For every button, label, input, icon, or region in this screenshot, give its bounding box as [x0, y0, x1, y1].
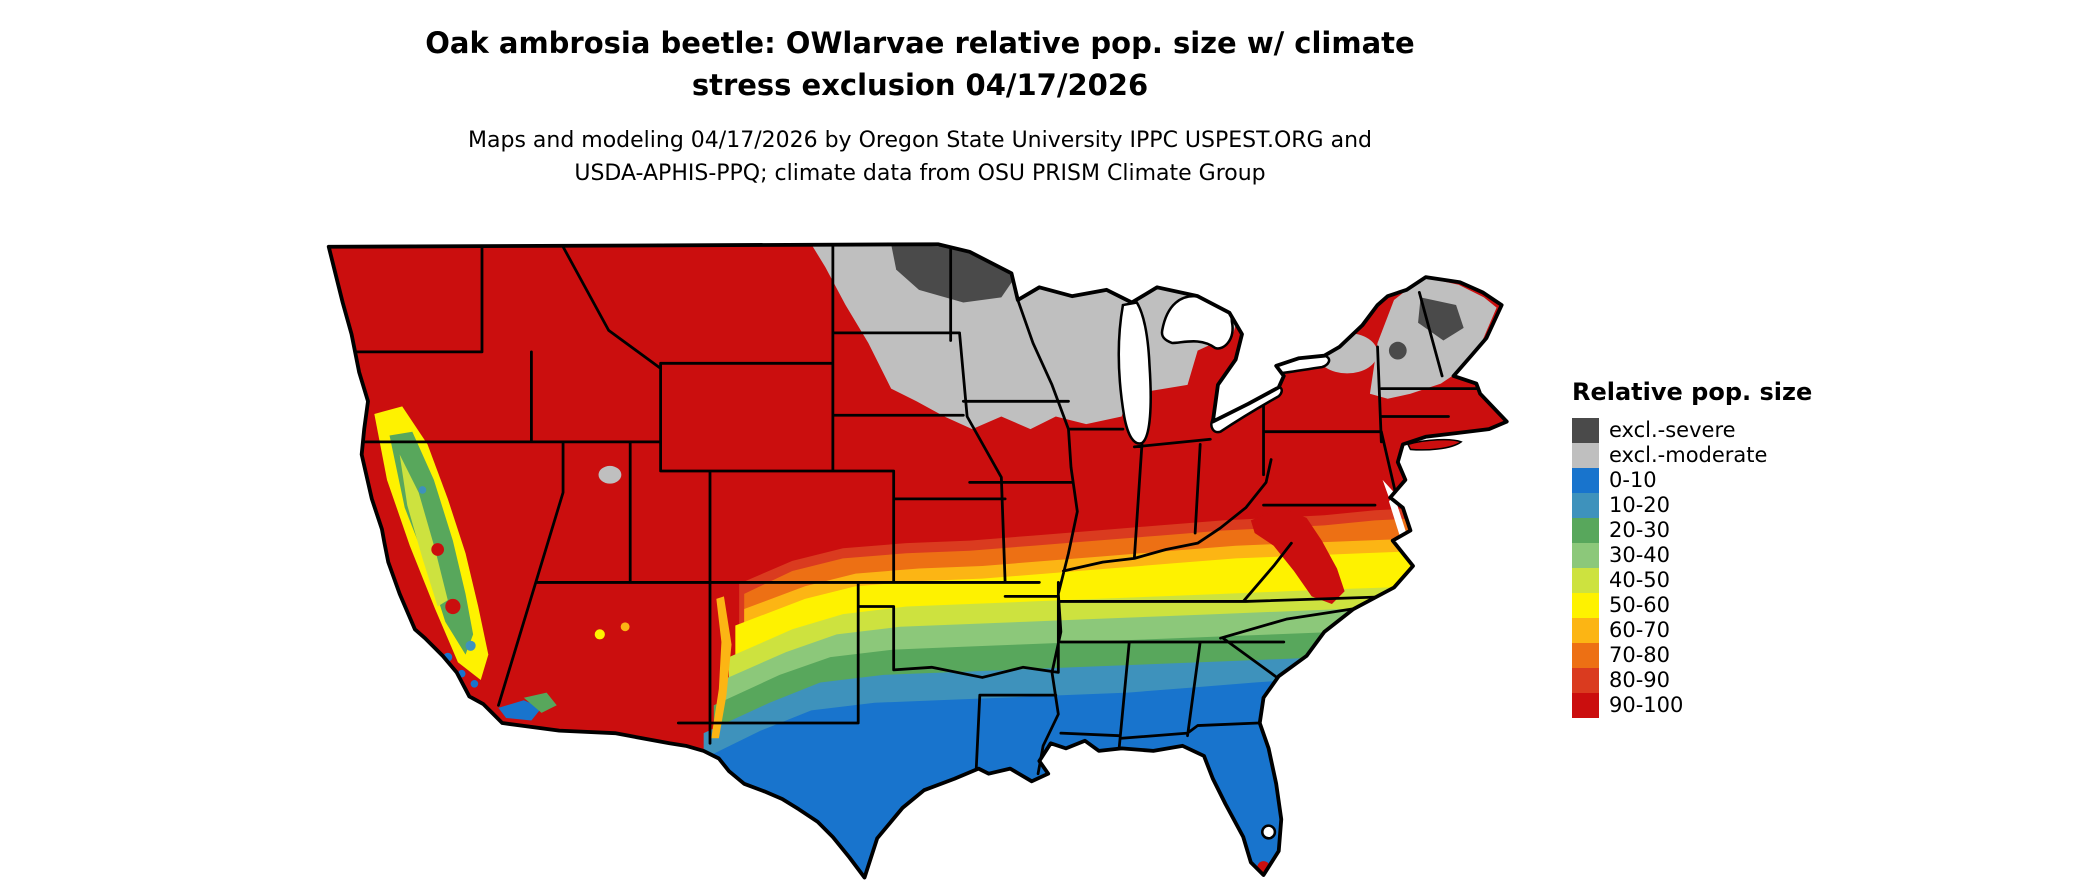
- legend-item: 10-20: [1572, 493, 1812, 518]
- map-california-red-spot: [431, 543, 444, 556]
- legend-swatch-60-70: [1572, 618, 1599, 643]
- legend-swatch-40-50: [1572, 568, 1599, 593]
- legend-swatch-excl-severe: [1572, 418, 1599, 443]
- map-keys-dot: [1230, 884, 1235, 889]
- us-map-svg: [326, 242, 1509, 889]
- legend-label: 10-20: [1609, 493, 1671, 517]
- great-salt-lake: [598, 465, 622, 484]
- legend-item: 90-100: [1572, 693, 1812, 718]
- legend: Relative pop. size excl.-severe excl.-mo…: [1572, 378, 1812, 718]
- legend-item: 40-50: [1572, 568, 1812, 593]
- legend-title: Relative pop. size: [1572, 378, 1813, 406]
- subtitle-line-2: USDA-APHIS-PPQ; climate data from OSU PR…: [574, 161, 1266, 187]
- legend-swatch-excl-moderate: [1572, 443, 1599, 468]
- lake-okeechobee: [1261, 824, 1277, 840]
- lake-michigan: [1117, 301, 1152, 445]
- legend-swatch-30-40: [1572, 543, 1599, 568]
- subtitle-line-1: Maps and modeling 04/17/2026 by Oregon S…: [468, 128, 1372, 154]
- map-excl-moderate-newengland: [1369, 277, 1497, 399]
- map-california-yellowgreen: [399, 454, 448, 607]
- map-california-teal-spot: [418, 486, 427, 494]
- map-swaz-green-patch: [523, 692, 557, 713]
- us-map: [311, 226, 1527, 892]
- legend-item: 80-90: [1572, 668, 1812, 693]
- legend-label: 80-90: [1609, 668, 1671, 692]
- legend-label: 60-70: [1609, 618, 1671, 642]
- legend-label: 40-50: [1609, 568, 1671, 592]
- legend-item: 50-60: [1572, 593, 1812, 618]
- legend-item: excl.-severe: [1572, 418, 1812, 443]
- map-riogrande-strip: [711, 596, 732, 739]
- legend-swatch-90-100: [1572, 693, 1599, 718]
- legend-label: 20-30: [1609, 518, 1671, 542]
- map-yuma-blue-patch: [498, 700, 542, 721]
- header: Oak ambrosia beetle: OWlarvae relative p…: [0, 22, 1840, 190]
- legend-label: 50-60: [1609, 593, 1671, 617]
- legend-label: 30-40: [1609, 543, 1671, 567]
- page-title: Oak ambrosia beetle: OWlarvae relative p…: [0, 22, 1840, 106]
- legend-item: 60-70: [1572, 618, 1812, 643]
- chesapeake-bay: [1388, 495, 1408, 542]
- legend-label: excl.-severe: [1609, 418, 1736, 442]
- legend-item: excl.-moderate: [1572, 443, 1812, 468]
- map-az-orange-spot: [620, 622, 630, 632]
- map-socal-blue-spot: [470, 679, 479, 688]
- legend-swatch-80-90: [1572, 668, 1599, 693]
- map-fill-layers: [328, 244, 1507, 889]
- legend-swatch-0-10: [1572, 468, 1599, 493]
- map-appalachian-red-tongue: [1250, 507, 1345, 604]
- map-keys-dot: [1242, 881, 1247, 886]
- long-island: [1406, 438, 1463, 451]
- legend-label: excl.-moderate: [1609, 443, 1768, 467]
- legend-label: 90-100: [1609, 693, 1684, 717]
- legend-item: 30-40: [1572, 543, 1812, 568]
- legend-label: 70-80: [1609, 643, 1671, 667]
- legend-item: 70-80: [1572, 643, 1812, 668]
- map-california-teal-spot: [465, 640, 476, 651]
- legend-label: 0-10: [1609, 468, 1657, 492]
- legend-item: 20-30: [1572, 518, 1812, 543]
- legend-swatch-50-60: [1572, 593, 1599, 618]
- legend-swatch-70-80: [1572, 643, 1599, 668]
- legend-item: 0-10: [1572, 468, 1812, 493]
- map-az-yellow-spot: [594, 629, 605, 640]
- map-westtexas-green-spot: [750, 795, 759, 803]
- title-line-2: stress exclusion 04/17/2026: [691, 68, 1149, 103]
- legend-swatch-10-20: [1572, 493, 1599, 518]
- map-california-red-spot: [445, 598, 461, 615]
- title-line-1: Oak ambrosia beetle: OWlarvae relative p…: [425, 26, 1415, 60]
- legend-swatch-20-30: [1572, 518, 1599, 543]
- map-keys-dot: [1254, 879, 1259, 884]
- page-subtitle: Maps and modeling 04/17/2026 by Oregon S…: [0, 124, 1840, 190]
- map-excl-severe-nh: [1388, 341, 1407, 360]
- state-borders: [328, 245, 1481, 776]
